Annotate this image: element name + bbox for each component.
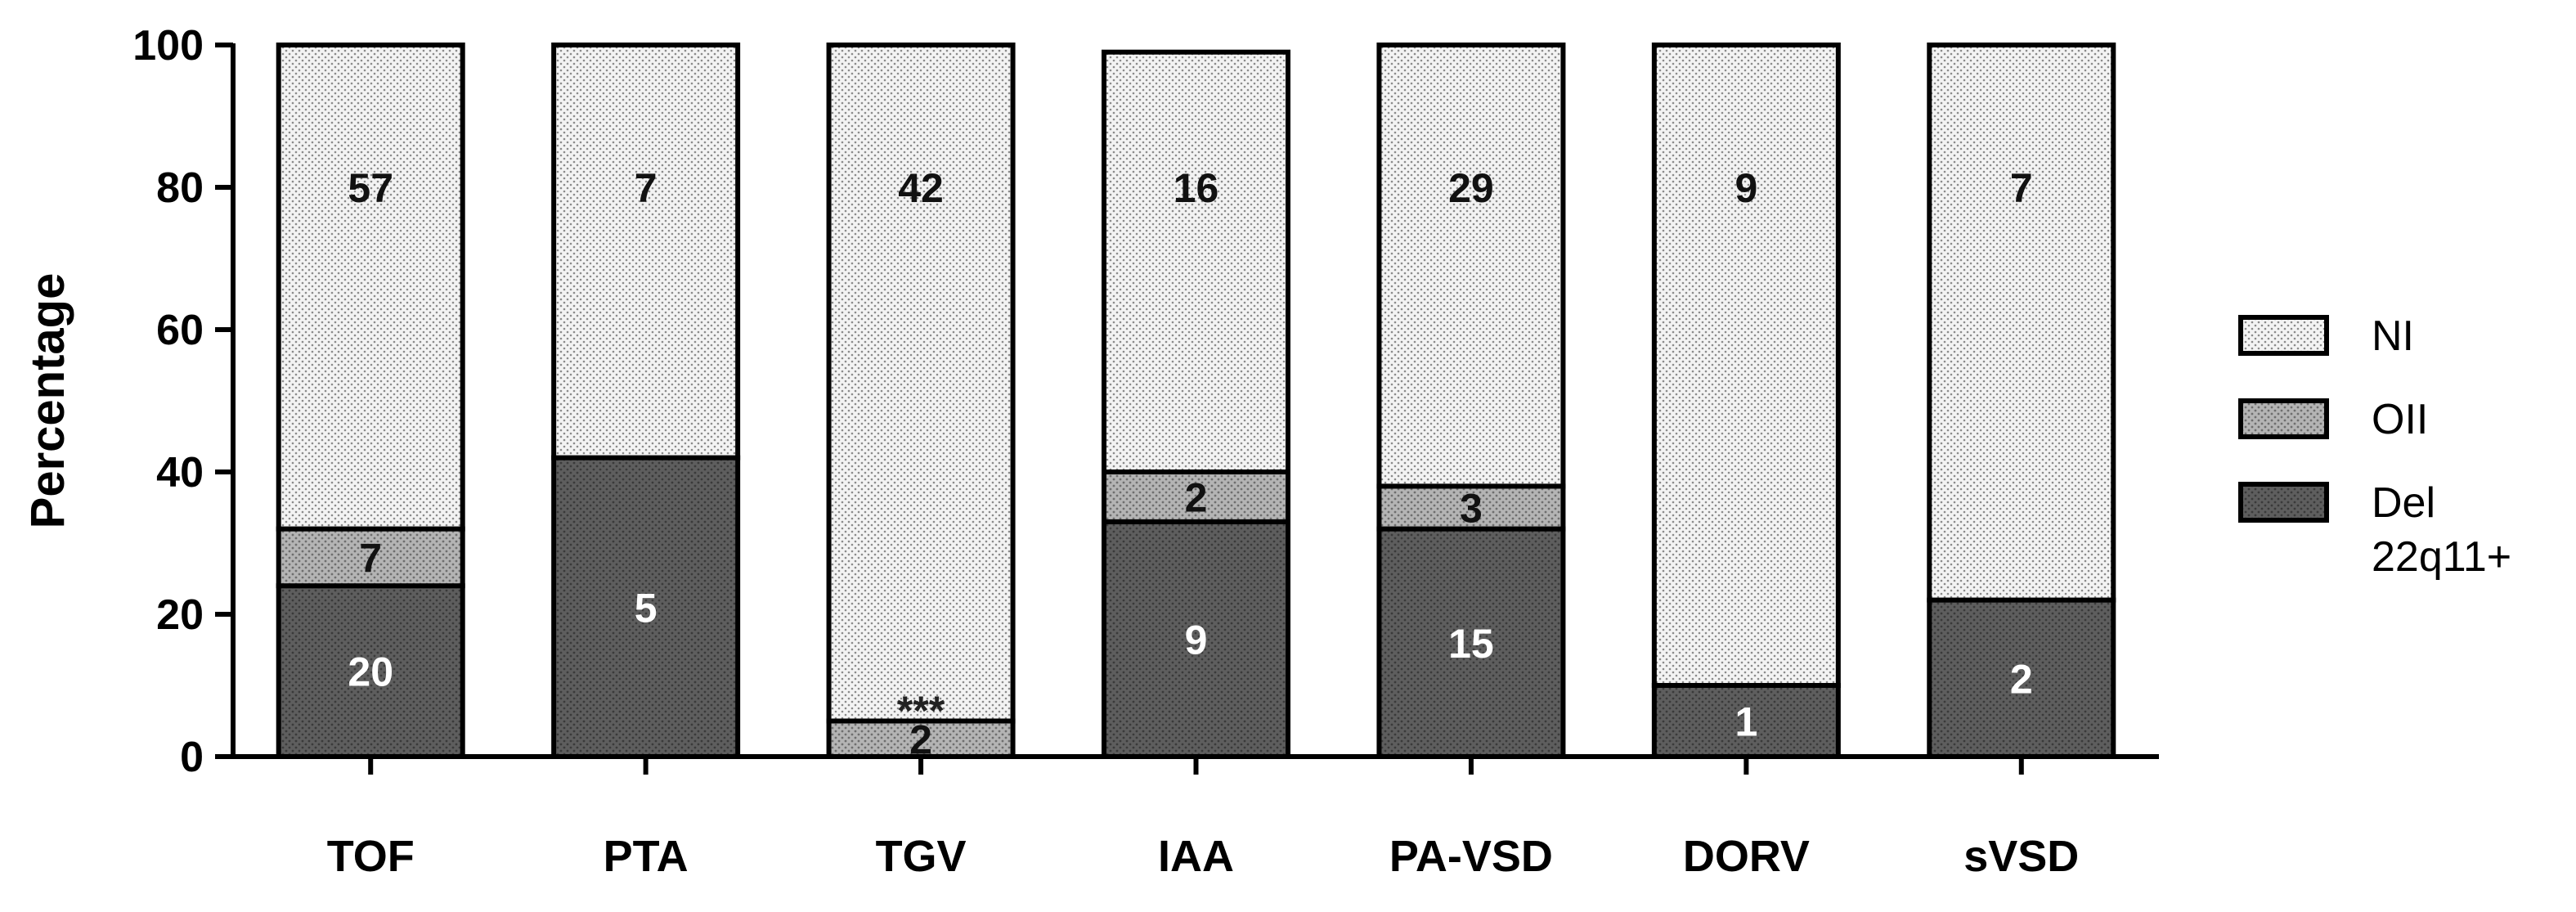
- legend: NI OII Del 22q11+: [2238, 312, 2511, 581]
- bar-segment-oii: [276, 526, 465, 589]
- data-label: 2: [1185, 474, 1208, 520]
- bar-segment-del: [1102, 519, 1290, 760]
- bars: [276, 43, 2116, 760]
- x-tick-label: PTA: [604, 832, 689, 881]
- bar-segment-del: [551, 455, 741, 759]
- x-tick-label: TOF: [327, 832, 415, 881]
- data-label: 42: [898, 165, 944, 211]
- bar-segment-oii: [826, 718, 1016, 759]
- axes: 0 20 40 60 80 100 Percentage TOF PTA TGV IAA PA-VSD…: [21, 22, 2159, 881]
- bar-segment-ni: [1651, 43, 1841, 688]
- data-label: 3: [1460, 486, 1483, 532]
- data-label: 20: [348, 649, 393, 695]
- data-label: 5: [635, 585, 657, 631]
- data-label: 7: [635, 165, 657, 211]
- legend-label: NI: [2372, 312, 2414, 360]
- data-label: 2: [909, 717, 932, 762]
- x-tick-label: sVSD: [1963, 832, 2079, 881]
- x-tick-label: PA-VSD: [1389, 832, 1553, 881]
- x-tick-label: TGV: [876, 832, 967, 881]
- bar-segment-ni: [1927, 43, 2116, 603]
- data-label: 9: [1185, 617, 1208, 663]
- data-label: 2: [2010, 656, 2033, 702]
- data-label: 16: [1174, 165, 1219, 211]
- legend-label: 22q11+: [2372, 533, 2511, 581]
- y-axis-title: Percentage: [21, 273, 74, 529]
- data-label: 15: [1448, 621, 1494, 667]
- x-tick-label: IAA: [1158, 832, 1234, 881]
- y-tick-label: 40: [156, 449, 204, 496]
- data-label: 7: [359, 535, 382, 581]
- data-label: 7: [2010, 165, 2033, 211]
- significance-annotation: ***: [897, 688, 945, 734]
- bar-segment-del: [1927, 597, 2116, 759]
- legend-label: OII: [2372, 396, 2428, 443]
- legend-swatch-del: [2238, 482, 2329, 523]
- bar-segment-ni: [1376, 43, 1566, 489]
- y-tick-label: 100: [132, 22, 204, 70]
- legend-label: Del: [2372, 479, 2435, 527]
- y-tick-label: 80: [156, 164, 204, 212]
- bar-segment-ni: [551, 43, 741, 460]
- y-tick-label: 60: [156, 307, 204, 354]
- bar-segment-ni: [276, 43, 465, 532]
- data-label: 57: [348, 165, 393, 211]
- bar-segment-ni: [826, 43, 1016, 724]
- data-label: 1: [1735, 699, 1757, 745]
- bar-segment-ni: [1102, 49, 1290, 474]
- y-tick-label: 20: [156, 591, 204, 639]
- bar-segment-del: [276, 583, 465, 760]
- legend-swatch-ni: [2238, 315, 2329, 356]
- legend-swatch-oii: [2238, 398, 2329, 439]
- bar-segment-del: [1376, 526, 1566, 759]
- x-tick-label: DORV: [1683, 832, 1810, 881]
- data-label: 29: [1448, 165, 1494, 211]
- data-label: 9: [1735, 165, 1757, 211]
- y-tick-label: 0: [180, 734, 204, 781]
